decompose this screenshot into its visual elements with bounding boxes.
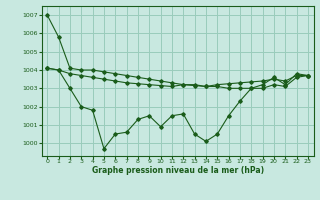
- X-axis label: Graphe pression niveau de la mer (hPa): Graphe pression niveau de la mer (hPa): [92, 166, 264, 175]
